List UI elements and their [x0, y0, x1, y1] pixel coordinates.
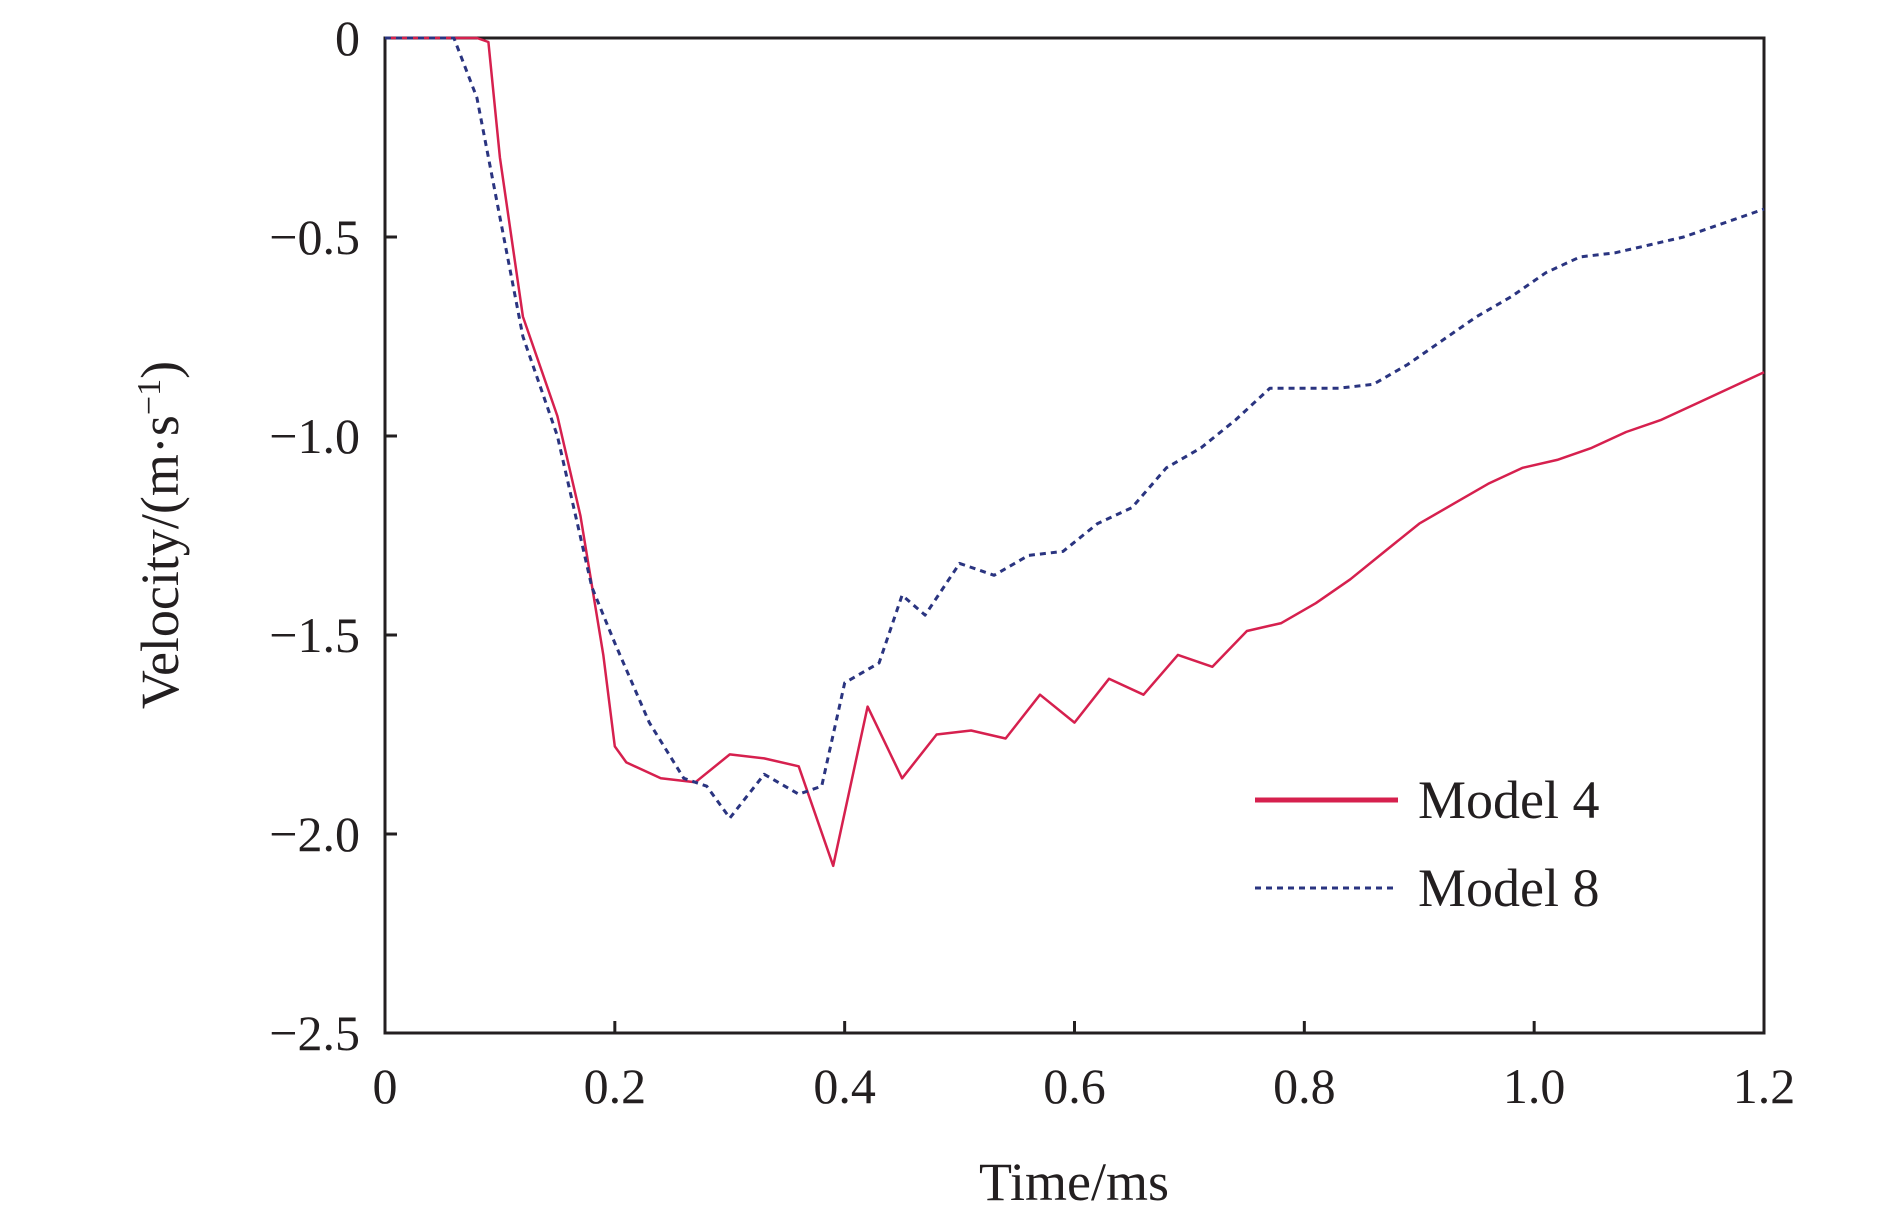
y-tick-label: −2.0	[269, 806, 360, 862]
y-axis-title-exponent: −1	[131, 379, 168, 415]
y-tick-label: −2.5	[269, 1005, 360, 1061]
y-tick-label: 0	[335, 10, 360, 66]
series-layer	[385, 36, 1765, 868]
series-line-model-8	[385, 36, 1765, 820]
x-tick-label: 0	[373, 1058, 398, 1114]
x-tick-label: 0.6	[1043, 1058, 1106, 1114]
y-axis-ticks: 0 −0.5 −1.0 −1.5 −2.0 −2.5	[269, 10, 397, 1061]
x-tick-label: 1.0	[1503, 1058, 1566, 1114]
y-tick-label: −0.5	[269, 209, 360, 265]
x-axis-title: Time/ms	[979, 1152, 1169, 1212]
series-line-model-4	[385, 36, 1765, 868]
x-tick-label: 0.2	[584, 1058, 647, 1114]
y-axis-title-close: )	[130, 361, 190, 379]
y-tick-label: −1.0	[269, 408, 360, 464]
legend-label-model-4: Model 4	[1418, 770, 1600, 830]
y-tick-label: −1.5	[269, 607, 360, 663]
x-tick-label: 1.2	[1733, 1058, 1796, 1114]
y-axis-title-main: Velocity/(m·s	[130, 415, 190, 709]
x-tick-label: 0.4	[813, 1058, 876, 1114]
legend-label-model-8: Model 8	[1418, 858, 1600, 918]
y-axis-title: Velocity/(m·s−1)	[130, 361, 190, 709]
legend: Model 4 Model 8	[1255, 770, 1600, 918]
x-tick-label: 0.8	[1273, 1058, 1336, 1114]
x-axis-ticks: 0 0.2 0.4 0.6 0.8 1.0 1.2	[373, 1021, 1796, 1114]
